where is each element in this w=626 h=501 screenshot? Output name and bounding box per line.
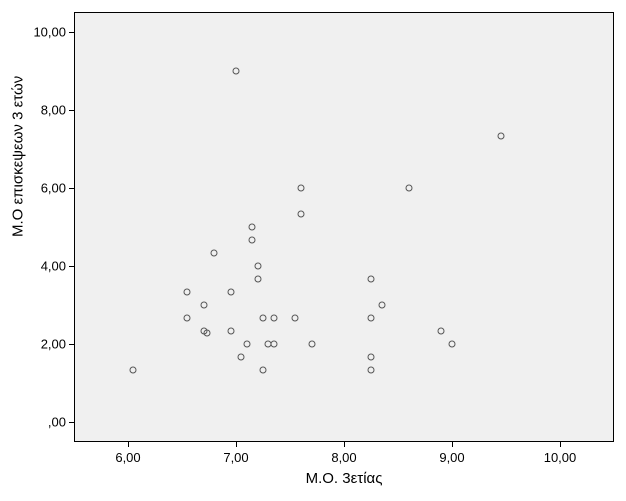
- data-point: [200, 302, 207, 309]
- data-point: [260, 367, 267, 374]
- y-tick: [69, 110, 74, 111]
- data-point: [308, 341, 315, 348]
- x-axis-label: Μ.Ο. 3ετίας: [306, 470, 383, 487]
- y-tick: [69, 266, 74, 267]
- x-tick: [236, 442, 237, 447]
- data-point: [270, 341, 277, 348]
- scatter-chart: Μ.Ο επισκεψεων 3 ετών Μ.Ο. 3ετίας ,00 2,0…: [0, 0, 626, 501]
- data-point: [254, 263, 261, 270]
- x-tick-label: 9,00: [439, 450, 464, 465]
- y-tick-label: 8,00: [41, 102, 66, 117]
- data-point: [368, 354, 375, 361]
- y-tick-label: 6,00: [41, 180, 66, 195]
- y-tick: [69, 32, 74, 33]
- plot-area: [74, 12, 614, 442]
- data-point: [227, 328, 234, 335]
- x-tick-label: 10,00: [544, 450, 577, 465]
- data-point: [184, 289, 191, 296]
- y-tick: [69, 344, 74, 345]
- y-tick-label: ,00: [48, 415, 66, 430]
- data-point: [243, 341, 250, 348]
- data-point: [368, 315, 375, 322]
- y-tick-label: 4,00: [41, 259, 66, 274]
- x-tick-label: 7,00: [223, 450, 248, 465]
- data-point: [249, 236, 256, 243]
- x-tick: [452, 442, 453, 447]
- data-point: [254, 275, 261, 282]
- data-point: [130, 367, 137, 374]
- data-point: [233, 67, 240, 74]
- data-point: [438, 328, 445, 335]
- data-point: [297, 184, 304, 191]
- data-point: [449, 341, 456, 348]
- x-tick: [344, 442, 345, 447]
- data-point: [405, 184, 412, 191]
- data-point: [203, 329, 210, 336]
- data-point: [184, 315, 191, 322]
- data-point: [238, 354, 245, 361]
- data-point: [249, 224, 256, 231]
- data-point: [297, 211, 304, 218]
- x-tick-label: 8,00: [331, 450, 356, 465]
- data-point: [368, 367, 375, 374]
- y-tick-label: 2,00: [41, 337, 66, 352]
- data-point: [368, 275, 375, 282]
- x-tick: [560, 442, 561, 447]
- x-tick-label: 6,00: [115, 450, 140, 465]
- y-tick: [69, 188, 74, 189]
- x-tick: [128, 442, 129, 447]
- data-point: [497, 132, 504, 139]
- data-point: [260, 315, 267, 322]
- y-tick-label: 10,00: [33, 24, 66, 39]
- y-axis-label: Μ.Ο επισκεψεων 3 ετών: [10, 217, 27, 237]
- data-point: [211, 250, 218, 257]
- data-point: [227, 289, 234, 296]
- data-point: [378, 302, 385, 309]
- y-tick: [69, 422, 74, 423]
- data-point: [270, 315, 277, 322]
- data-point: [292, 315, 299, 322]
